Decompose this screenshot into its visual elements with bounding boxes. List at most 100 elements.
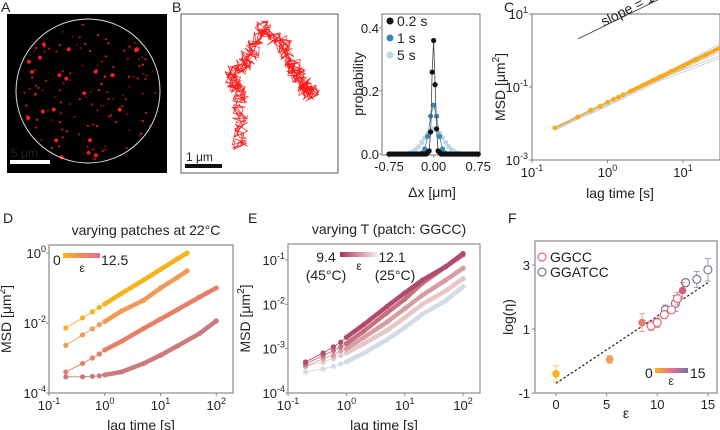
data-point — [302, 369, 309, 375]
dense-points — [119, 326, 146, 344]
dense-points — [384, 306, 407, 325]
particle-spot — [148, 124, 151, 128]
data-point — [384, 327, 390, 333]
data-point — [63, 369, 69, 375]
dense-points — [141, 285, 163, 303]
data-point — [650, 77, 656, 83]
trajectory-msd-line — [554, 58, 720, 130]
data-point — [442, 277, 449, 283]
y-tick-label: 1 — [523, 322, 530, 337]
data-point — [425, 133, 431, 139]
x-tick-label: 5 — [603, 397, 610, 412]
particle-spot — [41, 89, 44, 92]
dense-points — [175, 294, 202, 312]
particle-spot — [84, 42, 87, 46]
particle-spot — [141, 92, 145, 95]
data-point — [588, 107, 594, 113]
data-point — [384, 337, 390, 343]
colorbar-min: 0 — [645, 365, 653, 381]
dense-points — [102, 308, 124, 324]
dense-points — [197, 318, 219, 336]
legend-marker — [537, 267, 547, 277]
panel-label-D: D — [3, 210, 13, 226]
data-point — [79, 315, 86, 321]
particle-spot — [23, 91, 26, 94]
particle-spot — [100, 82, 103, 86]
particle-spot — [153, 91, 157, 95]
tick-label: 101 — [509, 5, 528, 22]
particle-spot — [132, 75, 136, 78]
x-tick-label: 0.00 — [421, 159, 446, 174]
data-point — [96, 373, 102, 379]
data-point — [343, 346, 349, 352]
data-point — [141, 360, 147, 367]
data-point — [338, 339, 344, 345]
particle-spot — [44, 79, 48, 83]
particle-spot — [107, 115, 111, 118]
data-point — [641, 82, 646, 88]
data-point — [174, 343, 180, 349]
data-point — [460, 265, 466, 271]
data-point — [419, 139, 425, 145]
x-tick-label: 0.75 — [466, 159, 491, 174]
particle-spot — [111, 97, 115, 101]
particle-spot — [136, 77, 139, 80]
x-tick-label: 10 — [650, 397, 664, 412]
tick-label: 102 — [207, 396, 226, 413]
data-point — [439, 146, 446, 152]
colorbar-label: ε — [356, 259, 362, 273]
y-tick-label: 3 — [523, 258, 530, 273]
dense-points — [344, 341, 367, 356]
particle-spot — [43, 50, 46, 53]
particle-spot — [86, 150, 91, 155]
slope-reference-line — [578, 0, 659, 40]
particle-spot — [77, 133, 81, 136]
dense-points — [344, 350, 367, 365]
particle-spot — [66, 47, 71, 52]
y-axis-label: MSD [μm2] — [491, 53, 508, 121]
data-point — [442, 298, 449, 304]
particle-spot — [127, 128, 131, 132]
tick-label: 101 — [673, 163, 692, 180]
data-point — [343, 334, 349, 340]
particle-spot — [26, 59, 31, 64]
particle-spot — [110, 74, 113, 77]
data-point — [96, 322, 102, 328]
dense-points — [420, 264, 448, 283]
particle-spot — [40, 109, 45, 114]
dense-points — [158, 307, 180, 322]
dense-points — [141, 316, 163, 331]
scalebar — [185, 164, 222, 168]
colorbar — [340, 252, 378, 257]
data-point — [157, 352, 164, 358]
y-axis-label: log(η) — [500, 299, 516, 335]
particle-spot — [34, 126, 38, 129]
dense-points — [102, 339, 124, 353]
particle-spot — [141, 63, 145, 66]
data-point — [196, 294, 203, 300]
axes-frame — [48, 244, 234, 394]
particle-spot — [117, 107, 122, 112]
particle-spot — [126, 57, 129, 61]
particle-spot — [121, 94, 125, 97]
fit-line — [555, 282, 709, 384]
data-point — [384, 303, 390, 309]
tick-label: 100 — [27, 244, 46, 261]
tick-label: 10-1 — [277, 396, 299, 413]
dense-points — [102, 369, 124, 378]
dense-points — [420, 277, 448, 298]
particle-spot — [58, 43, 61, 47]
legend-label: 1 s — [397, 30, 416, 46]
x-tick-label: 0 — [552, 397, 559, 412]
particle-spot — [86, 124, 90, 128]
dense-points — [361, 328, 390, 346]
particle-spot — [141, 56, 144, 59]
particle-spot — [107, 97, 110, 101]
data-point — [402, 296, 408, 302]
data-point — [402, 290, 408, 296]
particle-spot — [96, 108, 99, 112]
data-point — [174, 256, 180, 262]
dense-points — [361, 310, 390, 334]
data-point — [63, 374, 69, 380]
